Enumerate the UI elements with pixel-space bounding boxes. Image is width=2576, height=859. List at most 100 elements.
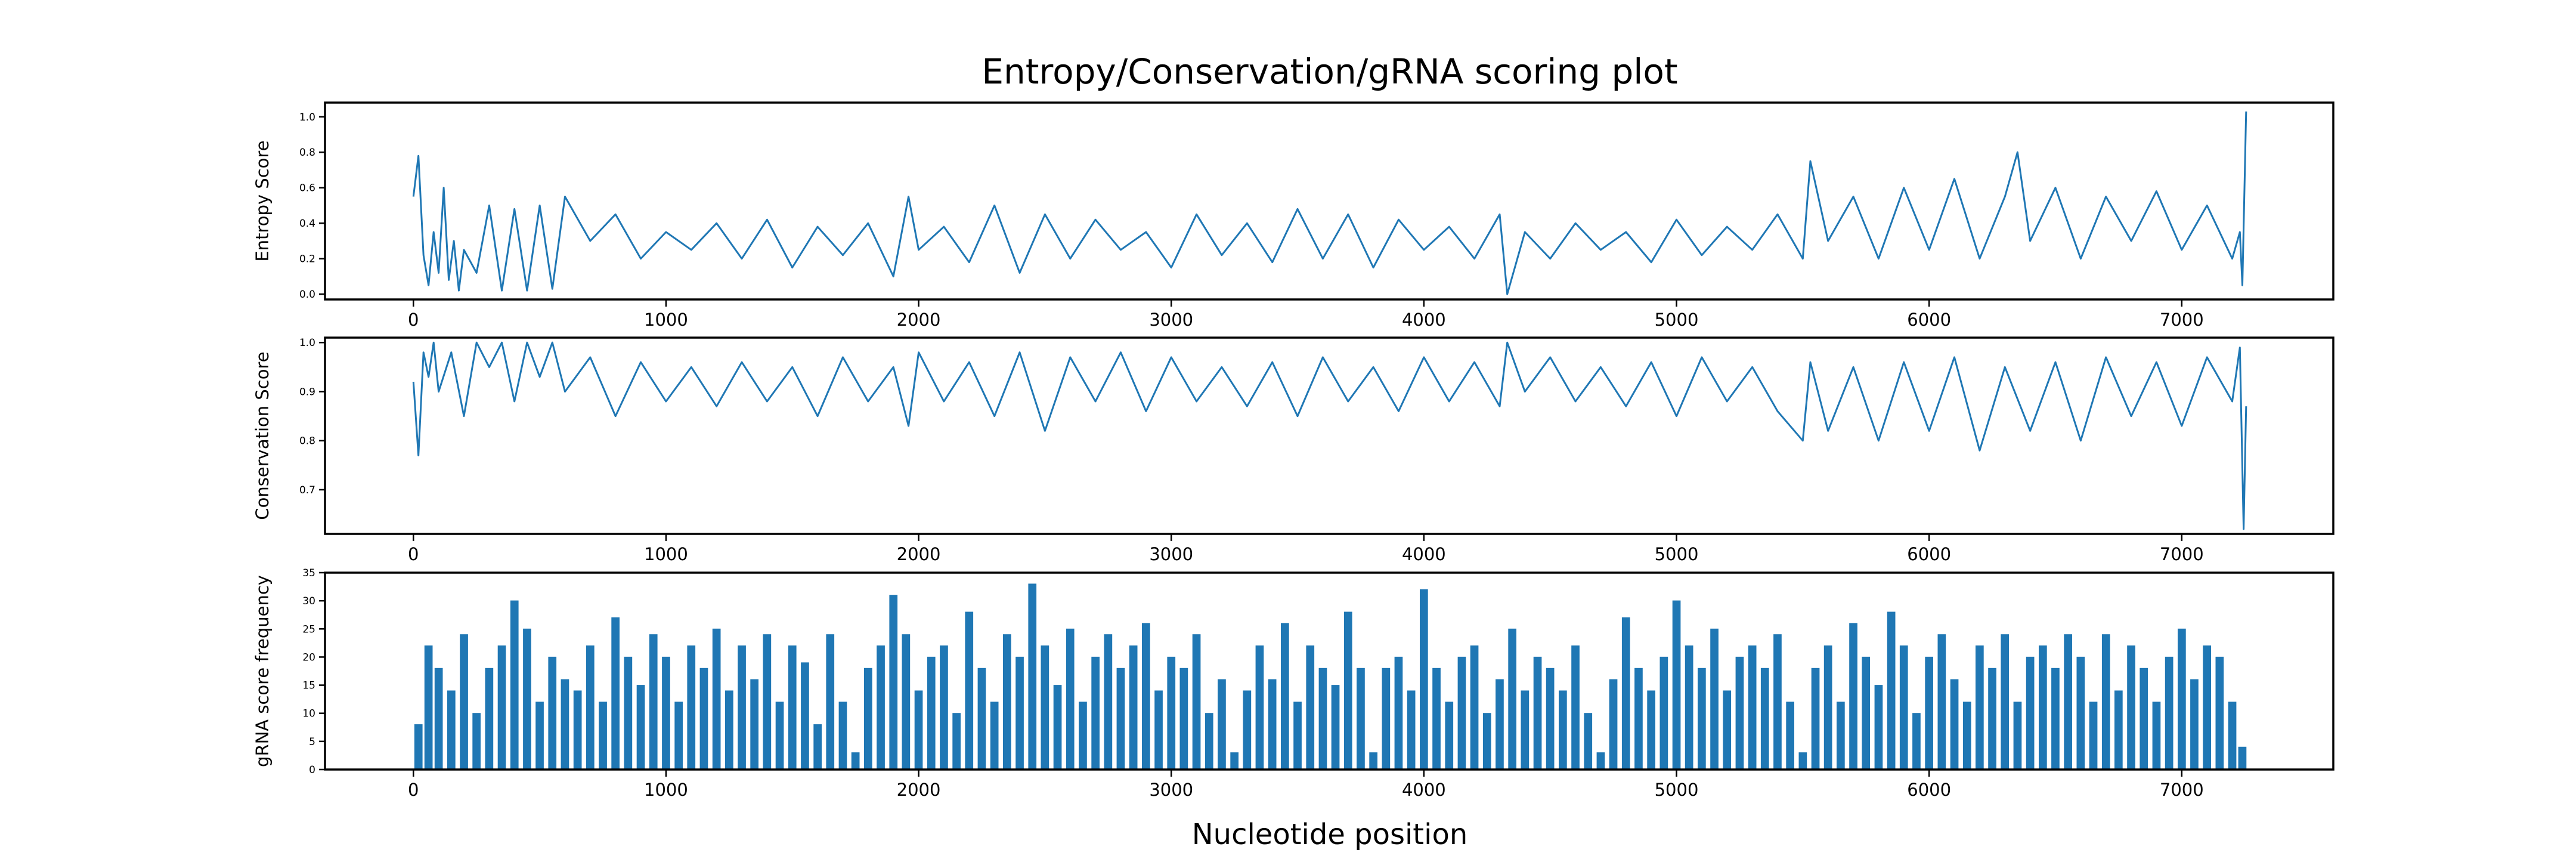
bar — [1104, 634, 1113, 770]
y-tick-label: 0 — [309, 764, 315, 776]
bar — [801, 662, 809, 770]
bar — [472, 713, 481, 770]
bar — [1079, 702, 1087, 770]
bar — [927, 656, 936, 770]
bar — [1647, 690, 1656, 770]
bar — [1028, 583, 1037, 770]
bar — [1091, 656, 1100, 770]
bar — [1369, 752, 1378, 770]
bar — [1154, 690, 1163, 770]
bar — [838, 702, 847, 770]
bar — [561, 679, 569, 770]
bar — [1394, 656, 1403, 770]
bar — [738, 645, 746, 770]
bar — [1521, 690, 1530, 770]
bar — [2039, 645, 2047, 770]
y-tick-label: 25 — [302, 623, 315, 635]
bar — [1116, 668, 1125, 770]
bar — [497, 645, 506, 770]
bar — [1533, 656, 1542, 770]
bar — [952, 713, 961, 770]
bar — [750, 679, 759, 770]
bar — [2203, 645, 2212, 770]
x-tick-label: 1000 — [644, 544, 688, 564]
y-tick-label: 1.0 — [299, 337, 315, 349]
bar — [1546, 668, 1555, 770]
bar — [573, 690, 582, 770]
bar — [1685, 645, 1693, 770]
bar — [1003, 634, 1011, 770]
bar — [662, 656, 670, 770]
bar — [1962, 702, 1971, 770]
bar — [965, 611, 974, 770]
x-tick-label: 7000 — [2160, 544, 2204, 564]
bar — [1343, 611, 1352, 770]
bar — [434, 668, 443, 770]
bar — [1748, 645, 1757, 770]
panel-1: 0 1000 2000 3000 4000 5000 6000 7000 0.0 0.2 0.4 0.… — [252, 101, 2334, 330]
bar — [1950, 679, 1959, 770]
x-tick-label: 4000 — [1402, 544, 1446, 564]
x-tick-label: 4000 — [1402, 780, 1446, 800]
bar — [2140, 668, 2148, 770]
bar — [1862, 656, 1871, 770]
bar — [851, 752, 860, 770]
bar — [1053, 685, 1062, 770]
series-line — [412, 341, 2247, 530]
bar — [1205, 713, 1213, 770]
bar — [2013, 702, 2022, 770]
y-tick-label: 0.7 — [299, 484, 315, 496]
bar — [586, 645, 595, 770]
x-tick-label: 3000 — [1149, 780, 1193, 800]
bar — [1899, 645, 1908, 770]
bar — [510, 600, 519, 770]
x-axis-label: Nucleotide position — [1192, 818, 1468, 851]
bar — [424, 645, 433, 770]
bar — [1621, 617, 1630, 770]
bar — [775, 702, 784, 770]
x-tick-label: 2000 — [897, 310, 941, 330]
bar — [1470, 645, 1479, 770]
x-tick-label: 1000 — [644, 310, 688, 330]
bar — [2076, 656, 2085, 770]
bar — [1482, 713, 1491, 770]
plot-frame — [324, 571, 2334, 771]
bar — [2228, 702, 2237, 770]
bar — [1849, 623, 1857, 770]
bar — [1255, 645, 1264, 770]
panel-2: 0 1000 2000 3000 4000 5000 6000 7000 0.7 0.8 0.9 1.… — [252, 336, 2334, 564]
bar — [1698, 668, 1706, 770]
bar — [864, 668, 872, 770]
bar — [1293, 702, 1302, 770]
y-tick-label: 10 — [302, 708, 315, 720]
bar — [674, 702, 683, 770]
bar — [940, 645, 948, 770]
bar — [1735, 656, 1744, 770]
bar — [1837, 702, 1845, 770]
bar — [826, 634, 835, 770]
bar — [2152, 702, 2161, 770]
bar — [1571, 645, 1580, 770]
bar — [1420, 589, 1428, 770]
bar — [763, 634, 772, 770]
bar — [1634, 668, 1643, 770]
bar — [1179, 668, 1188, 770]
bar — [1167, 656, 1176, 770]
bar — [2190, 679, 2199, 770]
bar — [2001, 634, 2010, 770]
y-tick-label: 35 — [302, 567, 315, 579]
bar — [2178, 628, 2186, 770]
bar — [1142, 623, 1150, 770]
bar — [1976, 645, 1984, 770]
bar — [990, 702, 999, 770]
bar — [1508, 628, 1517, 770]
y-tick-label: 0.6 — [299, 183, 315, 194]
bar — [460, 634, 468, 770]
x-tick-label: 2000 — [897, 780, 941, 800]
bar — [649, 634, 658, 770]
bar — [2089, 702, 2098, 770]
y-tick-label: 0.8 — [299, 147, 315, 159]
x-tick-label: 1000 — [644, 780, 688, 800]
series-line — [412, 111, 2247, 295]
x-tick-label: 6000 — [1907, 780, 1951, 800]
